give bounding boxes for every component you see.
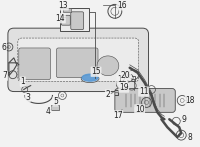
Text: 5: 5 — [53, 97, 58, 106]
Text: 19: 19 — [119, 83, 129, 92]
FancyBboxPatch shape — [51, 105, 59, 110]
FancyBboxPatch shape — [56, 48, 98, 78]
Text: 6: 6 — [1, 44, 6, 52]
Text: 17: 17 — [113, 111, 123, 120]
FancyBboxPatch shape — [8, 28, 149, 92]
Text: 3: 3 — [25, 93, 30, 102]
Text: 9: 9 — [182, 115, 187, 124]
Text: 10: 10 — [135, 105, 144, 114]
Text: 12: 12 — [117, 75, 127, 84]
Text: 13: 13 — [59, 1, 68, 10]
Text: 16: 16 — [117, 1, 127, 10]
FancyBboxPatch shape — [61, 15, 70, 25]
FancyBboxPatch shape — [71, 12, 84, 30]
Text: 1: 1 — [20, 77, 25, 86]
Text: 14: 14 — [56, 14, 65, 23]
FancyBboxPatch shape — [63, 8, 71, 12]
Text: 20: 20 — [121, 71, 131, 80]
Text: 2: 2 — [106, 90, 110, 99]
FancyBboxPatch shape — [60, 8, 89, 31]
FancyBboxPatch shape — [19, 48, 50, 80]
Ellipse shape — [97, 56, 119, 76]
Text: 11: 11 — [139, 87, 148, 96]
FancyBboxPatch shape — [18, 38, 139, 82]
Text: 8: 8 — [188, 133, 192, 142]
Ellipse shape — [81, 75, 99, 83]
Ellipse shape — [82, 74, 98, 81]
FancyBboxPatch shape — [115, 89, 175, 112]
Text: 7: 7 — [2, 71, 7, 80]
Text: 4: 4 — [46, 107, 51, 116]
Text: 18: 18 — [185, 96, 195, 105]
Text: 15: 15 — [91, 67, 101, 76]
